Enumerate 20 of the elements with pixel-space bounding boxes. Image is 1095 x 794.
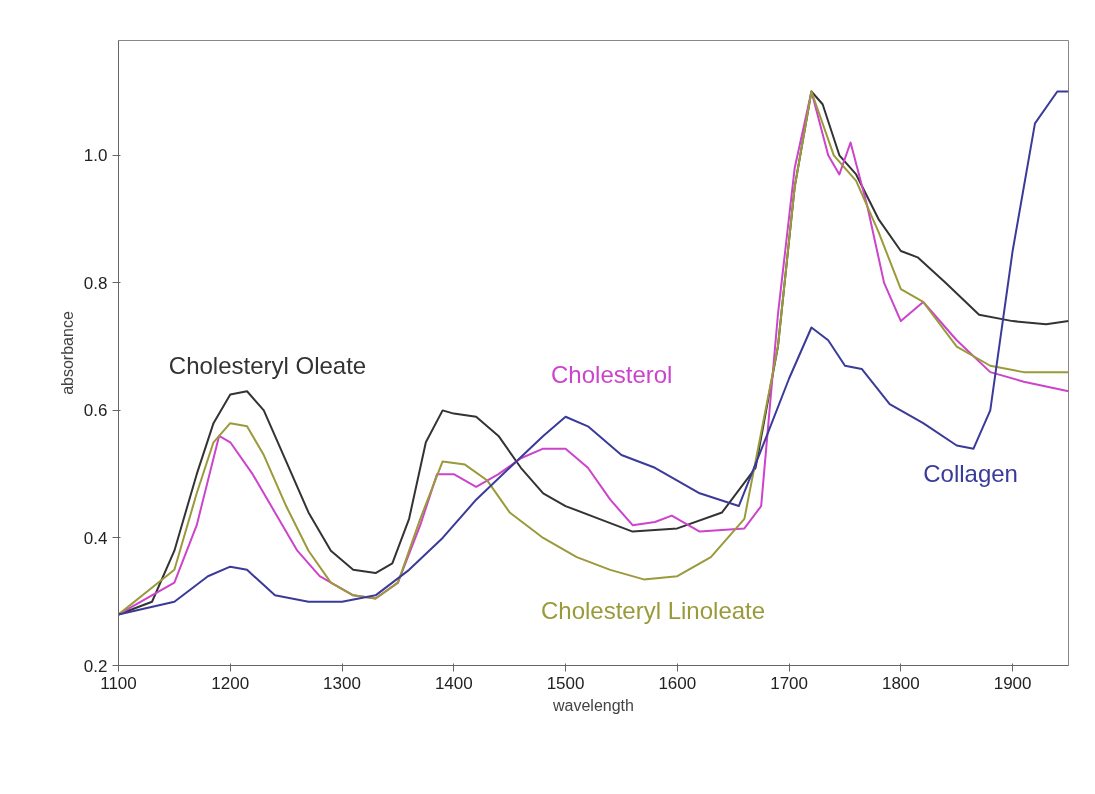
- x-tick-label: 1200: [211, 673, 250, 693]
- y-tick-label: 0.8: [83, 273, 108, 293]
- y-tick-label: 1.0: [83, 146, 108, 166]
- x-tick-label: 1500: [546, 673, 585, 693]
- x-tick-label: 1100: [100, 673, 137, 693]
- y-tick-label: 0.2: [83, 656, 108, 676]
- series-label: Cholesteryl Linoleate: [540, 597, 766, 625]
- x-axis-title: wavelength: [552, 696, 634, 714]
- y-axis-title: absorbance: [58, 311, 76, 395]
- x-tick-label: 1700: [770, 673, 809, 693]
- x-tick-label: 1900: [993, 673, 1032, 693]
- series-label: Cholesteryl Oleate: [168, 351, 367, 379]
- series-label: Collagen: [923, 459, 1018, 487]
- text: Cholesterol: [551, 361, 673, 389]
- y-tick-label: 0.6: [83, 401, 108, 421]
- y-tick-label: 0.4: [83, 528, 108, 548]
- x-tick-label: 1800: [881, 673, 920, 693]
- x-tick-label: 1600: [658, 673, 697, 693]
- x-tick-label: 1400: [434, 673, 473, 693]
- x-tick-label: 1300: [323, 673, 361, 693]
